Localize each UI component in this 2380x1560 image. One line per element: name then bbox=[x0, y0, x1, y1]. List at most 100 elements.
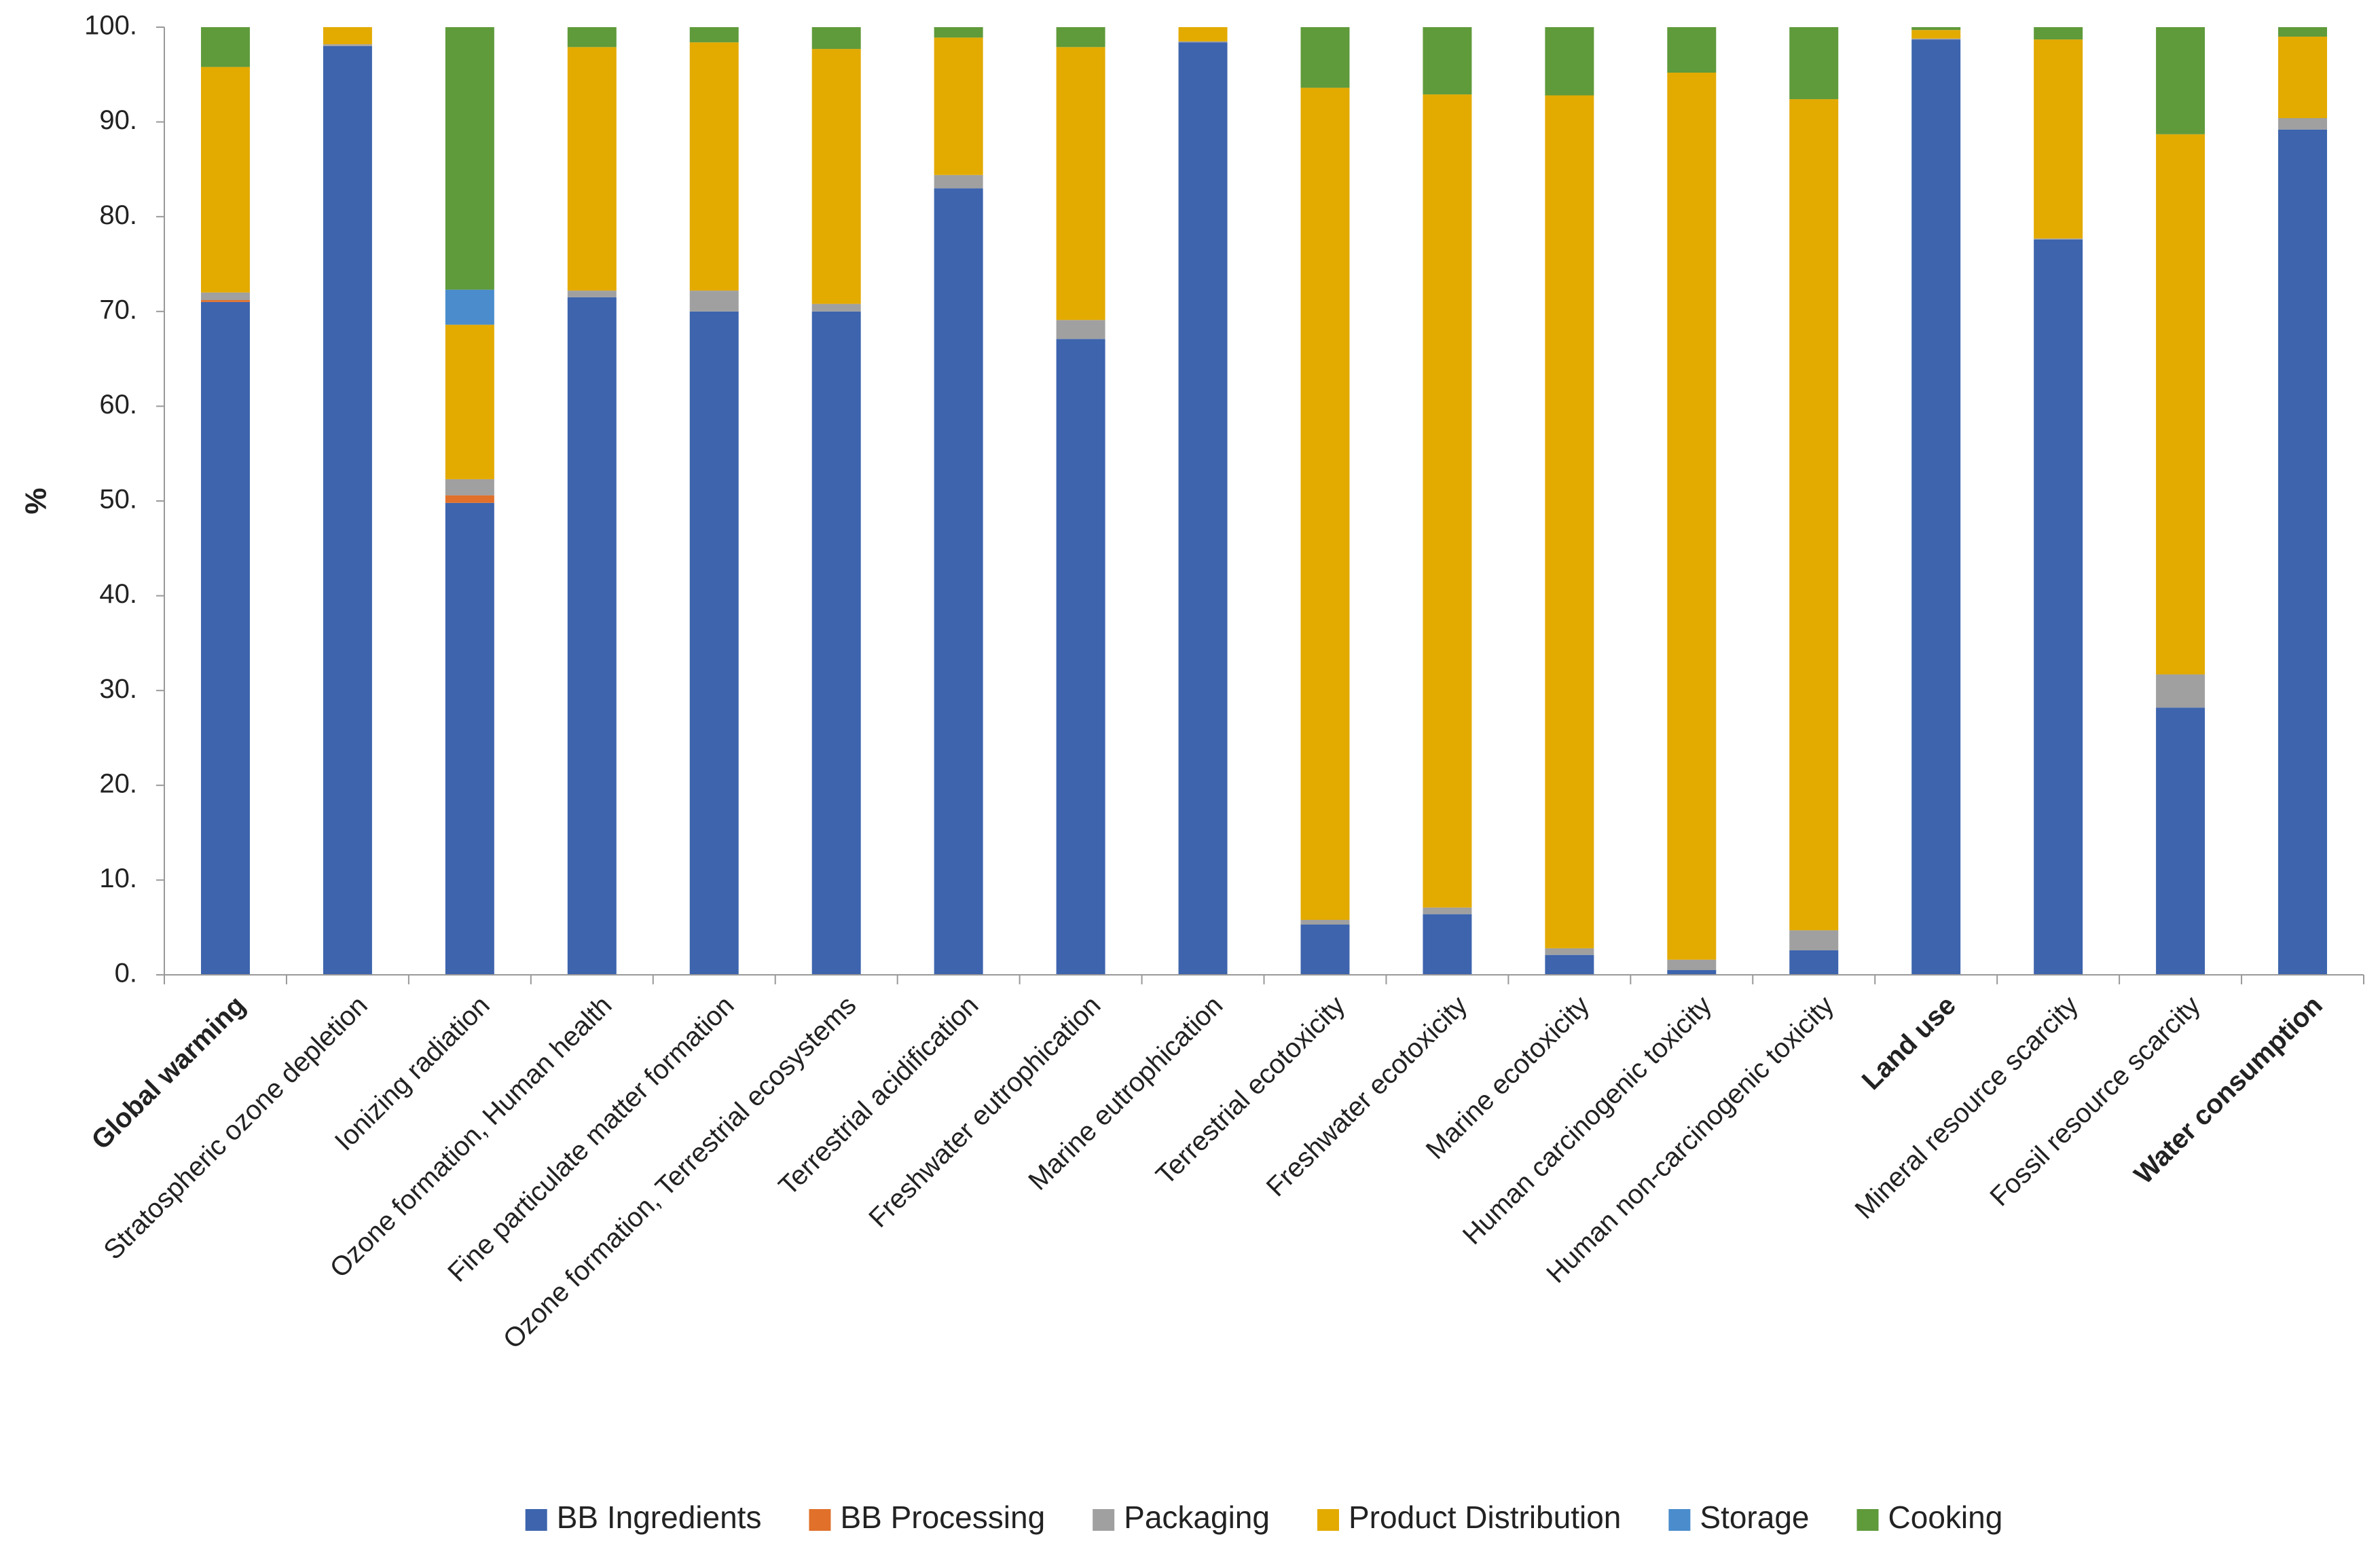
legend-label: Storage bbox=[1700, 1500, 1809, 1535]
bar-segment bbox=[567, 297, 617, 975]
bar-segment bbox=[934, 188, 983, 975]
bar-segment bbox=[567, 47, 617, 291]
y-axis-label: % bbox=[20, 487, 53, 514]
x-tick-label: Land use bbox=[1856, 990, 1962, 1096]
bar-segment bbox=[1178, 42, 1228, 976]
bar-segment bbox=[1300, 88, 1350, 921]
legend-swatch bbox=[525, 1509, 547, 1531]
bar-segment bbox=[1423, 27, 1472, 95]
bar-segment bbox=[445, 27, 494, 290]
bar-segment bbox=[1911, 39, 1961, 976]
x-tick-label: Terrestrial acidification bbox=[773, 990, 985, 1202]
bar-segment bbox=[323, 27, 372, 45]
bar-segment bbox=[1056, 47, 1105, 320]
legend: BB Ingredients BB Processing Packaging Prod… bbox=[525, 1500, 2003, 1535]
bar-segment bbox=[1667, 959, 1717, 971]
bar-segment bbox=[1056, 27, 1105, 48]
legend-label: BB Ingredients bbox=[557, 1500, 762, 1535]
bar-segment bbox=[567, 291, 617, 297]
bar-segment bbox=[445, 289, 494, 325]
y-tick-label: 20. bbox=[99, 768, 137, 798]
bar-segment bbox=[445, 324, 494, 479]
bar-segment bbox=[1300, 925, 1350, 975]
y-tick-label: 0. bbox=[115, 959, 137, 988]
bar-segment bbox=[1667, 73, 1717, 960]
y-tick-label: 70. bbox=[99, 295, 137, 324]
bar-segment bbox=[1911, 30, 1961, 39]
bar-segment bbox=[2156, 674, 2205, 708]
legend-swatch bbox=[1668, 1509, 1691, 1531]
bar-segment bbox=[934, 174, 983, 189]
x-tick-label: Stratospheric ozone depletion bbox=[98, 990, 373, 1265]
x-tick-label: Mineral resource scarcity bbox=[1849, 990, 2083, 1225]
bar-segment bbox=[2278, 118, 2328, 130]
y-tick-label: 10. bbox=[99, 863, 137, 893]
bar-segment bbox=[1056, 320, 1105, 339]
bar-segment bbox=[1178, 41, 1228, 43]
bar-segment bbox=[1300, 27, 1350, 88]
bar-segment bbox=[689, 42, 739, 291]
bar-segment bbox=[323, 44, 372, 46]
bar-segment bbox=[1545, 27, 1594, 96]
legend-label: Packaging bbox=[1124, 1500, 1270, 1535]
y-tick-label: 90. bbox=[99, 105, 137, 135]
legend-swatch bbox=[1093, 1509, 1115, 1531]
bar-segment bbox=[1423, 914, 1472, 975]
legend-label: Product Distribution bbox=[1349, 1500, 1621, 1535]
bar-segment bbox=[445, 502, 494, 975]
bar-segment bbox=[811, 49, 861, 304]
bar-segment bbox=[2278, 129, 2328, 975]
y-tick-label: 80. bbox=[99, 200, 137, 230]
bar-segment bbox=[689, 291, 739, 312]
bar-segment bbox=[200, 300, 250, 302]
bar-segment bbox=[445, 479, 494, 496]
bar-segment bbox=[1789, 27, 1839, 100]
bar-segment bbox=[2034, 27, 2083, 40]
y-tick-label: 100. bbox=[84, 11, 137, 41]
legend-swatch bbox=[809, 1509, 831, 1531]
bar-segment bbox=[1423, 907, 1472, 914]
bar-segment bbox=[1789, 99, 1839, 931]
x-tick-label: Freshwater ecotoxicity bbox=[1261, 990, 1473, 1202]
bar-segment bbox=[1911, 27, 1961, 31]
bar-segment bbox=[567, 27, 617, 48]
legend-swatch bbox=[1856, 1509, 1879, 1531]
bar-segment bbox=[811, 27, 861, 50]
bar-segment bbox=[2034, 238, 2083, 240]
bar-segment bbox=[200, 27, 250, 67]
bar-segment bbox=[200, 67, 250, 293]
x-tick-label: Human carcinogenic toxicity bbox=[1457, 990, 1717, 1250]
bar-segment bbox=[1545, 95, 1594, 948]
bar-segment bbox=[2278, 36, 2328, 119]
bar-segment bbox=[1178, 27, 1228, 41]
legend-label: Cooking bbox=[1888, 1500, 2003, 1535]
bar-segment bbox=[1667, 970, 1717, 975]
bar-segment bbox=[689, 311, 739, 975]
bar-segment bbox=[934, 27, 983, 38]
bar-segment bbox=[934, 37, 983, 175]
y-tick-label: 60. bbox=[99, 390, 137, 420]
legend-swatch bbox=[1317, 1509, 1339, 1531]
bar-segment bbox=[445, 495, 494, 503]
y-tick-label: 50. bbox=[99, 485, 137, 515]
bar-segment bbox=[200, 301, 250, 976]
bar-segment bbox=[2156, 27, 2205, 134]
bar-segment bbox=[1300, 920, 1350, 925]
bar-segment bbox=[323, 45, 372, 975]
bar-segment bbox=[811, 311, 861, 975]
x-tick-label: Fossil resource scarcity bbox=[1984, 990, 2206, 1212]
bar-segment bbox=[689, 27, 739, 43]
bar-segment bbox=[2156, 134, 2205, 675]
bar-segment bbox=[1545, 954, 1594, 975]
bar-segment bbox=[1423, 94, 1472, 908]
bar-segment bbox=[200, 292, 250, 301]
bar-segment bbox=[1667, 27, 1717, 73]
bar-segment bbox=[1545, 948, 1594, 955]
x-tick-label: Freshwater eutrophication bbox=[863, 990, 1106, 1233]
bar-segment bbox=[2034, 39, 2083, 239]
bar-segment bbox=[2278, 27, 2328, 37]
bar-segment bbox=[1056, 339, 1105, 975]
legend-label: BB Processing bbox=[840, 1500, 1045, 1535]
bar-segment bbox=[2034, 239, 2083, 976]
y-tick-label: 40. bbox=[99, 579, 137, 609]
